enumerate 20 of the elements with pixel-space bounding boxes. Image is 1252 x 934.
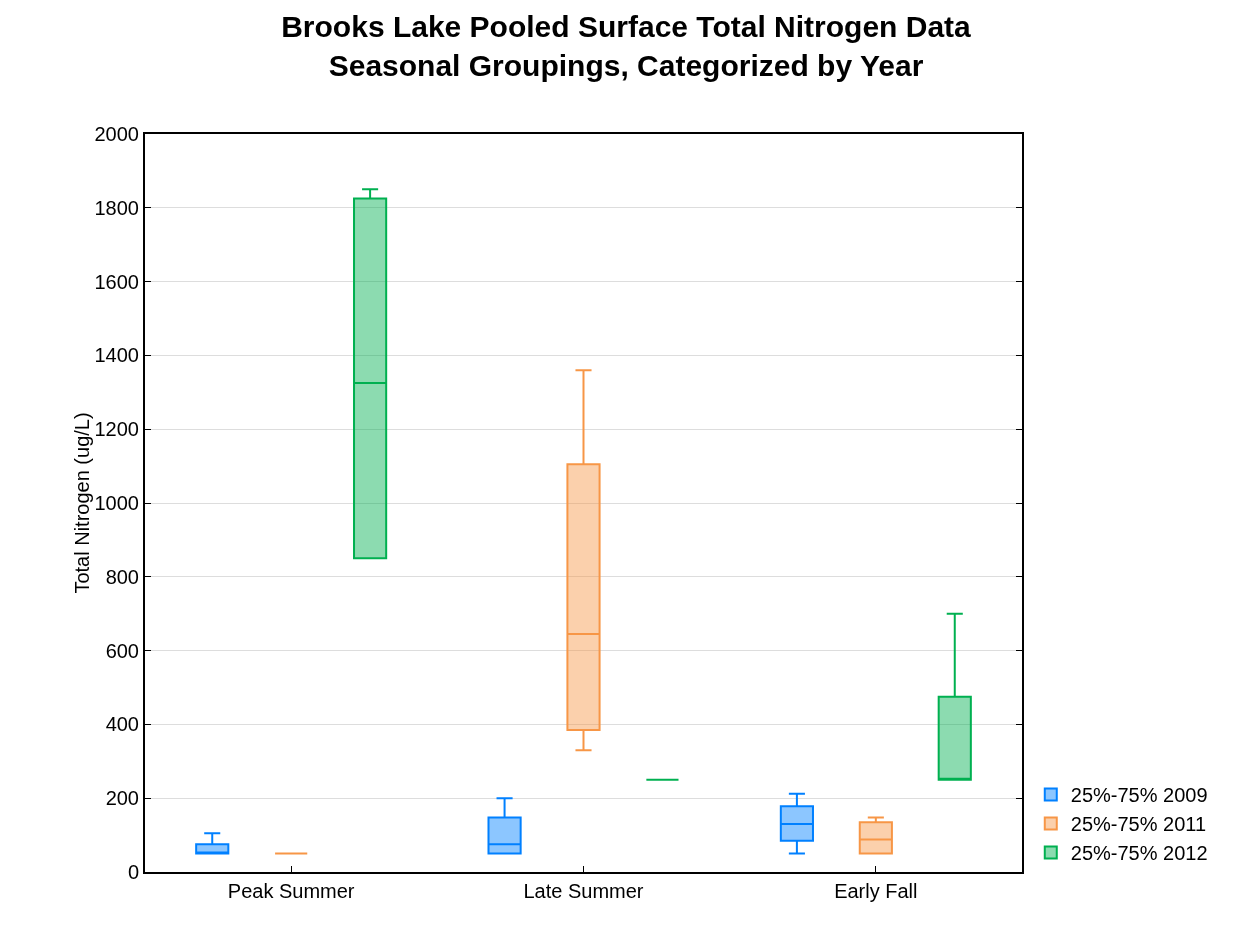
y-tick-label: 1000 bbox=[94, 492, 139, 514]
legend-label: 25%-75% 2011 bbox=[1070, 813, 1207, 836]
y-tick-label: 600 bbox=[105, 639, 139, 662]
y-tick-label: 200 bbox=[105, 787, 139, 810]
x-tick-label: Late Summer bbox=[523, 880, 644, 902]
legend-label: 25%-75% 2009 bbox=[1070, 784, 1208, 807]
y-tick-label: 1200 bbox=[94, 418, 139, 441]
y-tick-label: 800 bbox=[105, 565, 139, 588]
y-tick-label: 0 bbox=[127, 861, 139, 883]
y-axis-title: Total Nitrogen (ug/L) bbox=[70, 412, 93, 594]
chart-subtitle: Seasonal Groupings, Categorized by Year bbox=[328, 49, 924, 83]
legend-label: 25%-75% 2012 bbox=[1070, 842, 1208, 865]
x-tick-label: Early Fall bbox=[834, 880, 918, 902]
y-tick-label: 2000 bbox=[94, 123, 139, 145]
y-tick-label: 400 bbox=[105, 713, 139, 736]
y-tick-label: 1600 bbox=[94, 270, 139, 293]
chart-title: Brooks Lake Pooled Surface Total Nitrogen Data bbox=[281, 10, 972, 44]
x-tick-label: Peak Summer bbox=[227, 880, 355, 902]
y-tick-label: 1400 bbox=[94, 344, 139, 367]
y-tick-label: 1800 bbox=[94, 196, 139, 219]
